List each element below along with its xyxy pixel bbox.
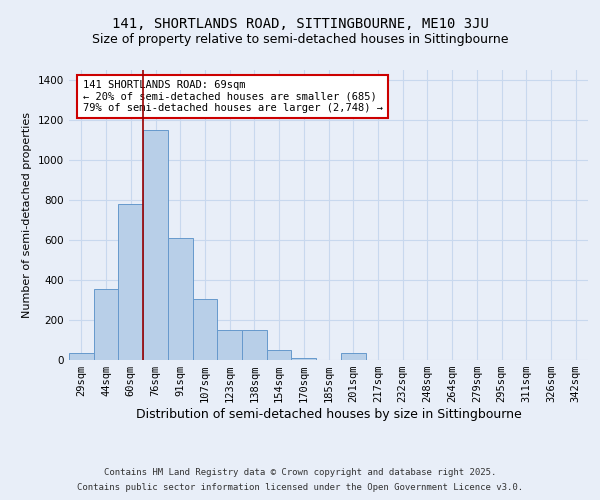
Bar [118, 204, 143, 360]
Text: Contains HM Land Registry data © Crown copyright and database right 2025.: Contains HM Land Registry data © Crown c… [104, 468, 496, 477]
Bar [94, 289, 118, 360]
Bar [193, 299, 217, 360]
Bar [143, 130, 168, 360]
Bar [217, 330, 242, 360]
Bar [69, 353, 94, 360]
X-axis label: Distribution of semi-detached houses by size in Sittingbourne: Distribution of semi-detached houses by … [136, 408, 521, 421]
Bar [267, 350, 292, 360]
Bar [168, 238, 193, 360]
Text: Size of property relative to semi-detached houses in Sittingbourne: Size of property relative to semi-detach… [92, 32, 508, 46]
Y-axis label: Number of semi-detached properties: Number of semi-detached properties [22, 112, 32, 318]
Bar [341, 353, 365, 360]
Bar [242, 330, 267, 360]
Text: 141, SHORTLANDS ROAD, SITTINGBOURNE, ME10 3JU: 141, SHORTLANDS ROAD, SITTINGBOURNE, ME1… [112, 18, 488, 32]
Text: 141 SHORTLANDS ROAD: 69sqm
← 20% of semi-detached houses are smaller (685)
79% o: 141 SHORTLANDS ROAD: 69sqm ← 20% of semi… [83, 80, 383, 113]
Bar [292, 358, 316, 360]
Text: Contains public sector information licensed under the Open Government Licence v3: Contains public sector information licen… [77, 483, 523, 492]
